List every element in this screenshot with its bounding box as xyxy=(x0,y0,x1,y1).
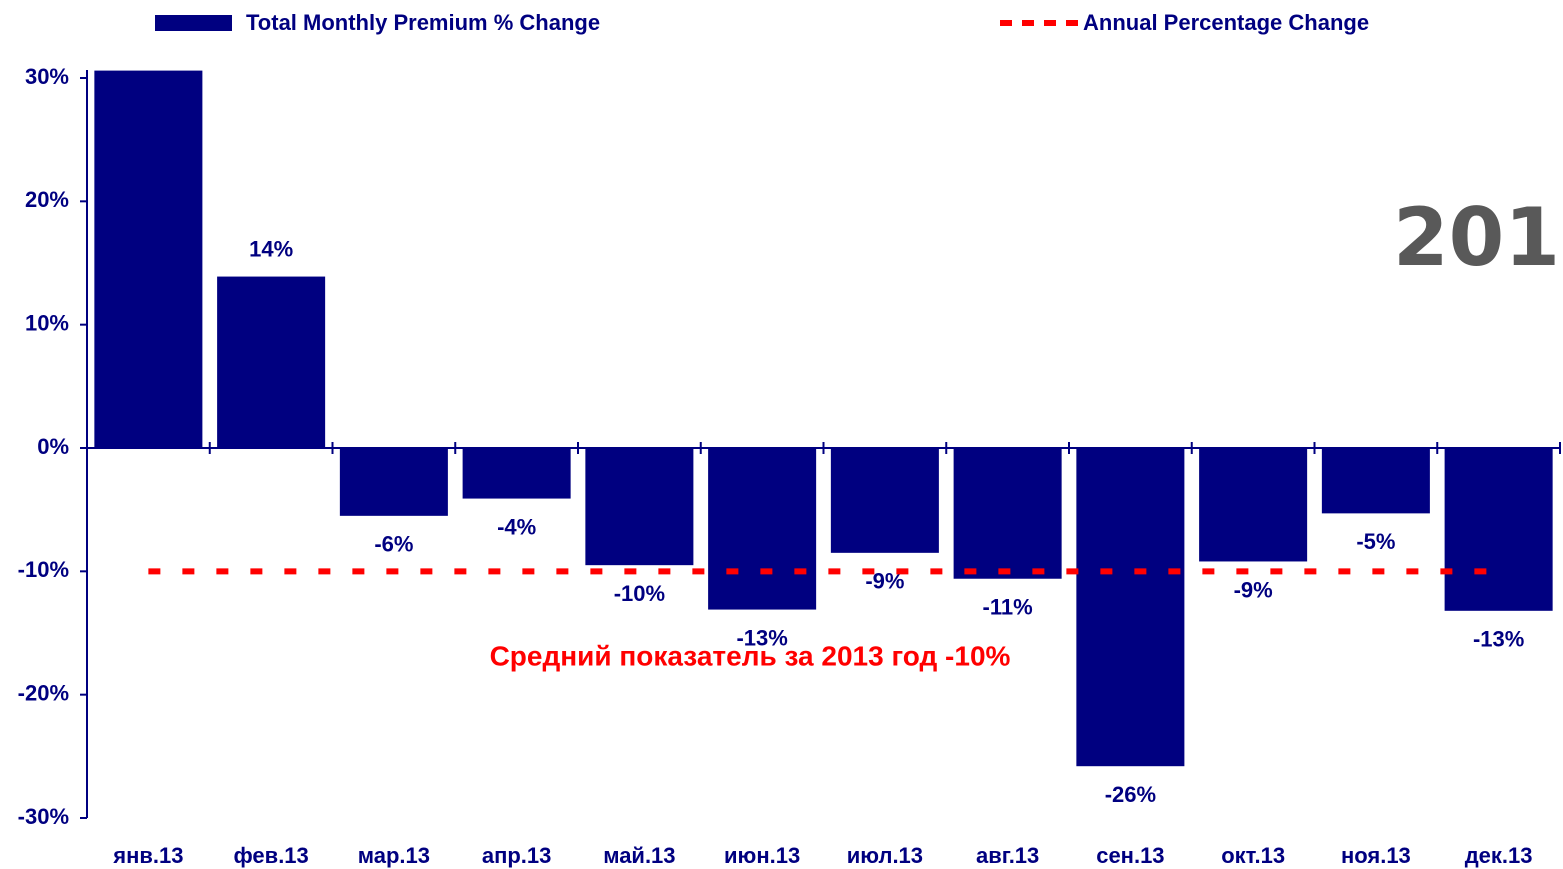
x-tick-label: апр.13 xyxy=(482,843,552,868)
bar xyxy=(830,448,939,553)
data-label: -6% xyxy=(374,532,413,557)
data-label: -13% xyxy=(736,625,787,650)
data-label: -9% xyxy=(1234,577,1273,602)
bar xyxy=(339,448,448,516)
bar xyxy=(953,448,1062,579)
x-tick-label: июл.13 xyxy=(847,843,923,868)
x-tick-label: авг.13 xyxy=(976,843,1039,868)
x-tick-label: окт.13 xyxy=(1221,843,1285,868)
x-tick-label: дек.13 xyxy=(1465,843,1533,868)
legend-label: Total Monthly Premium % Change xyxy=(246,10,600,35)
y-tick-label: -30% xyxy=(18,804,69,829)
data-label: -4% xyxy=(497,514,536,539)
data-label: -10% xyxy=(614,581,665,606)
y-tick-label: -10% xyxy=(18,557,69,582)
y-tick-label: 20% xyxy=(25,187,69,212)
legend-label: Annual Percentage Change xyxy=(1083,10,1369,35)
bar xyxy=(462,448,571,499)
bar xyxy=(708,448,817,610)
x-tick-label: май.13 xyxy=(603,843,675,868)
annotation: Средний показатель за 2013 год -10% xyxy=(490,640,1011,671)
data-label: -11% xyxy=(983,595,1033,620)
x-tick-label: июн.13 xyxy=(724,843,800,868)
x-tick-label: янв.13 xyxy=(112,843,183,868)
x-tick-label: фев.13 xyxy=(233,843,308,868)
x-tick-label: сен.13 xyxy=(1096,843,1164,868)
corner-text: 201 xyxy=(1393,191,1560,284)
data-label: -13% xyxy=(1473,627,1524,652)
bar xyxy=(94,70,203,448)
x-tick-label: ноя.13 xyxy=(1341,843,1411,868)
x-tick-label: мар.13 xyxy=(358,843,430,868)
data-label: -26% xyxy=(1105,782,1156,807)
bar xyxy=(1444,448,1553,611)
y-tick-label: 10% xyxy=(25,310,69,335)
legend-swatch-bar xyxy=(155,15,232,31)
data-label: -5% xyxy=(1356,529,1395,554)
bar xyxy=(1076,448,1185,767)
bar xyxy=(585,448,694,566)
bar xyxy=(1199,448,1308,562)
data-label: 14% xyxy=(249,236,293,261)
y-tick-label: 30% xyxy=(25,64,69,89)
y-tick-label: 0% xyxy=(37,434,69,459)
bar xyxy=(217,276,326,448)
bar xyxy=(1321,448,1430,514)
y-tick-label: -20% xyxy=(18,680,69,705)
